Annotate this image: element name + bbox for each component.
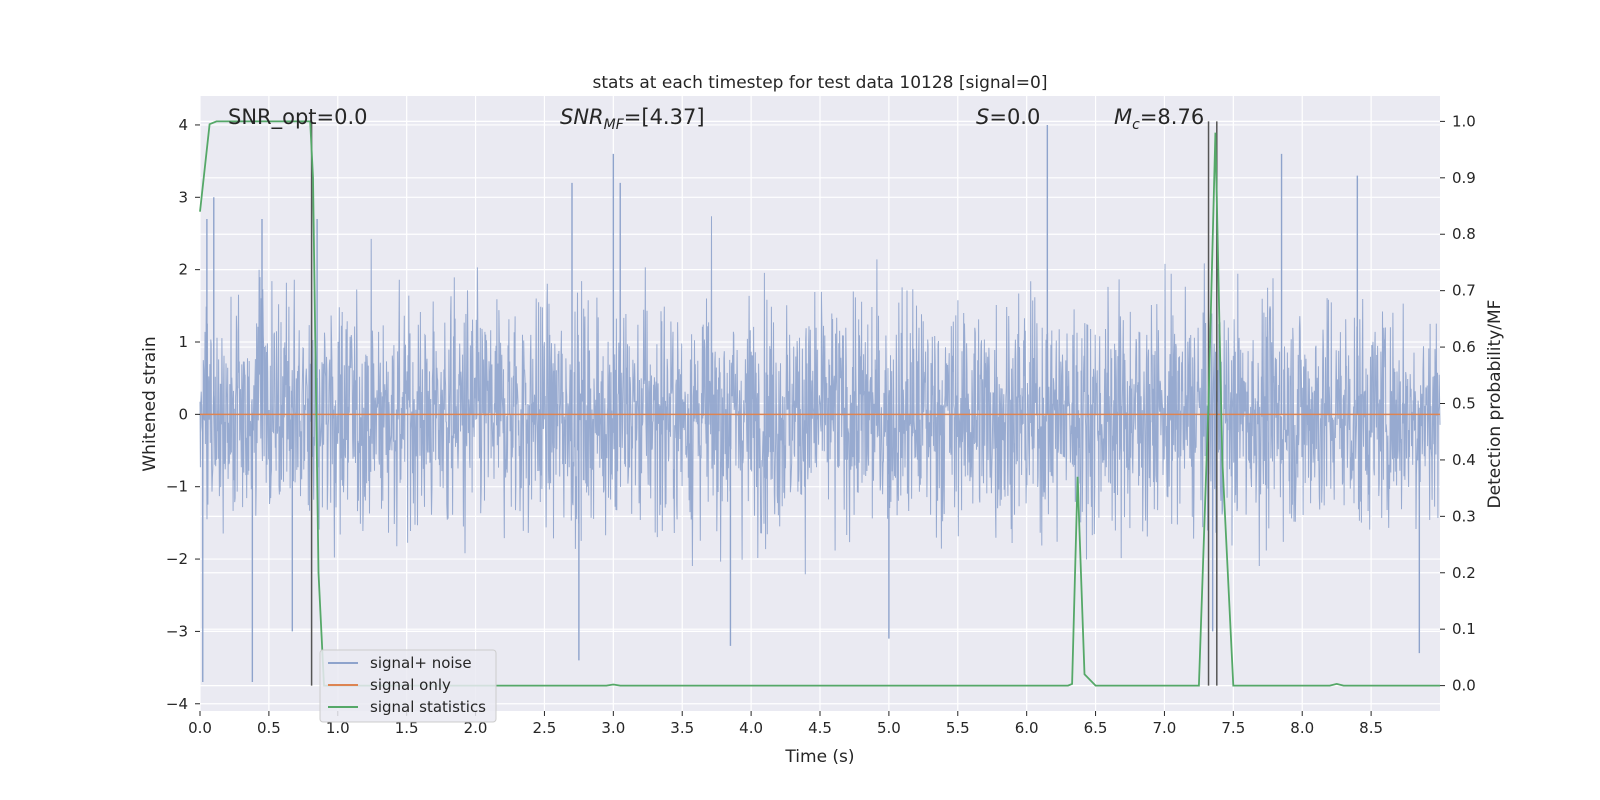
- legend-label-signal-plus-noise: signal+ noise: [370, 654, 472, 672]
- y-tick-label-7: −3: [166, 622, 188, 640]
- series-signal-plus-noise: [199, 124, 1441, 683]
- y-tick-label-8: −4: [166, 695, 188, 713]
- y-right-tick-label-0: 1.0: [1452, 112, 1476, 130]
- y-tick-label-1: 3: [178, 188, 188, 206]
- x-tick-label-12: 6.0: [1015, 719, 1039, 737]
- annotation-mc-value: =8.76: [1140, 105, 1204, 129]
- annotation-s: S=0.0: [976, 105, 1040, 129]
- x-tick-label-2: 1.0: [326, 719, 350, 737]
- x-tick-label-14: 7.0: [1153, 719, 1177, 737]
- y-right-tick-label-1: 0.9: [1452, 169, 1476, 187]
- x-tick-label-15: 7.5: [1221, 719, 1245, 737]
- legend-label-signal-statistics: signal statistics: [370, 698, 486, 716]
- y-right-tick-label-5: 0.5: [1452, 395, 1476, 413]
- x-tick-label-5: 2.5: [533, 719, 557, 737]
- x-tick-label-17: 8.5: [1359, 719, 1383, 737]
- x-tick-label-1: 0.5: [257, 719, 281, 737]
- x-axis-ticks: 0.0 0.5 1.0 1.5 2.0 2.5 3.0 3.5 4.0 4.5 5.0 5.5 6.0 6…: [188, 711, 1383, 737]
- legend-box: [319, 649, 497, 723]
- chart-title: stats at each timestep for test data 101…: [593, 73, 1048, 93]
- x-tick-label-7: 3.5: [670, 719, 694, 737]
- annotation-mc-sub: c: [1132, 117, 1140, 133]
- y-tick-label-0: 4: [178, 116, 188, 134]
- legend: signal+ noise signal only signal statist…: [319, 649, 497, 723]
- y-axis-ticks: 4 3 2 1 0 −1 −2 −3 −4: [166, 116, 200, 713]
- y-tick-label-4: 0: [178, 405, 188, 423]
- annotation-snr-mf-value: =[4.37]: [624, 105, 705, 129]
- x-tick-label-16: 8.0: [1290, 719, 1314, 737]
- x-tick-label-13: 6.5: [1084, 719, 1108, 737]
- x-tick-label-9: 4.5: [808, 719, 832, 737]
- x-tick-label-4: 2.0: [464, 719, 488, 737]
- y-right-tick-label-7: 0.3: [1452, 507, 1476, 525]
- annotation-mc-base: M: [1114, 105, 1132, 129]
- series-signal-statistics: [199, 120, 1440, 687]
- annotation-mc: Mc=8.76: [1114, 105, 1204, 133]
- y-tick-label-6: −2: [166, 550, 188, 568]
- annotation-snr-mf-sub: MF: [604, 117, 625, 133]
- y-right-axis-label: Detection probability/MF: [1485, 300, 1505, 509]
- y-tick-label-2: 2: [178, 261, 188, 279]
- y-tick-label-3: 1: [178, 333, 188, 351]
- x-tick-label-11: 5.5: [946, 719, 970, 737]
- x-tick-label-0: 0.0: [188, 719, 212, 737]
- y-right-tick-label-3: 0.7: [1452, 282, 1476, 300]
- x-tick-label-6: 3.0: [601, 719, 625, 737]
- y-right-tick-label-10: 0.0: [1452, 677, 1476, 695]
- x-tick-label-8: 4.0: [739, 719, 763, 737]
- y-right-axis-ticks: 1.0 0.9 0.8 0.7 0.6 0.5 0.4 0.3 0.2 0.1 0.0: [1440, 112, 1476, 695]
- y-right-tick-label-9: 0.1: [1452, 620, 1476, 638]
- y-tick-label-5: −1: [166, 478, 188, 496]
- y-right-tick-label-6: 0.4: [1452, 451, 1476, 469]
- x-axis-label: Time (s): [784, 747, 854, 767]
- annotation-snr-mf-base: SNR: [560, 105, 604, 129]
- annotation-snr-mf: SNRMF=[4.37]: [560, 105, 705, 133]
- legend-label-signal-only: signal only: [370, 676, 451, 694]
- x-tick-label-10: 5.0: [877, 719, 901, 737]
- series-line-signal-plus-noise: [199, 216, 1441, 575]
- y-axis-label: Whitened strain: [140, 336, 160, 471]
- y-right-tick-label-4: 0.6: [1452, 338, 1476, 356]
- y-right-tick-label-8: 0.2: [1452, 564, 1476, 582]
- annotation-s-label: S: [976, 105, 989, 129]
- series-line-signal-statistics: [199, 120, 1440, 687]
- annotation-s-value: =0.0: [989, 105, 1040, 129]
- y-right-tick-label-2: 0.8: [1452, 225, 1476, 243]
- annotation-snr-opt: SNR_opt=0.0: [228, 105, 368, 130]
- x-tick-label-3: 1.5: [395, 719, 419, 737]
